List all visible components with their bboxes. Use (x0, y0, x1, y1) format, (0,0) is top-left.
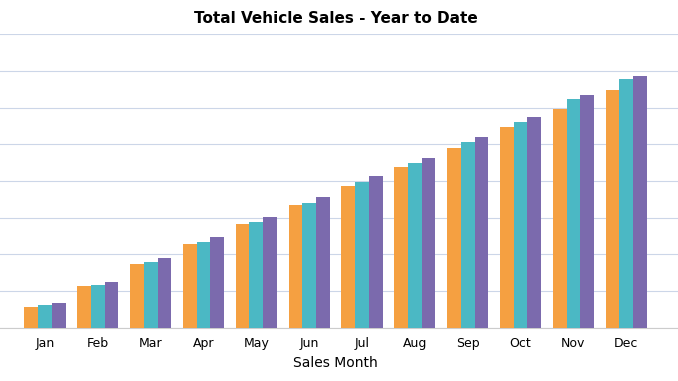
Bar (605, 90, 620, 328)
Bar (342, 186, 355, 328)
Bar (620, 78, 633, 328)
Bar (263, 216, 277, 328)
Bar (210, 237, 224, 328)
Bar (157, 258, 172, 328)
X-axis label: Sales Month: Sales Month (293, 356, 378, 370)
Bar (514, 122, 527, 328)
Bar (422, 158, 435, 328)
Bar (38, 305, 52, 328)
Bar (527, 117, 541, 328)
Bar (475, 137, 488, 328)
Bar (197, 242, 210, 328)
Bar (236, 224, 250, 328)
Bar (104, 282, 119, 328)
Title: Total Vehicle Sales - Year to Date: Total Vehicle Sales - Year to Date (194, 11, 477, 26)
Bar (408, 163, 422, 328)
Bar (250, 222, 263, 328)
Bar (395, 167, 408, 328)
Bar (633, 75, 647, 328)
Bar (289, 205, 302, 328)
Bar (500, 127, 514, 328)
Bar (24, 307, 38, 328)
Bar (316, 197, 330, 328)
Bar (369, 176, 382, 328)
Bar (77, 287, 91, 328)
Bar (355, 182, 369, 328)
Bar (183, 244, 197, 328)
Bar (91, 285, 104, 328)
Bar (130, 264, 144, 328)
Bar (144, 262, 157, 328)
Bar (461, 142, 475, 328)
Bar (580, 95, 594, 328)
Bar (567, 99, 580, 328)
Bar (302, 203, 316, 328)
Bar (52, 303, 66, 328)
Bar (553, 109, 567, 328)
Bar (447, 148, 461, 328)
